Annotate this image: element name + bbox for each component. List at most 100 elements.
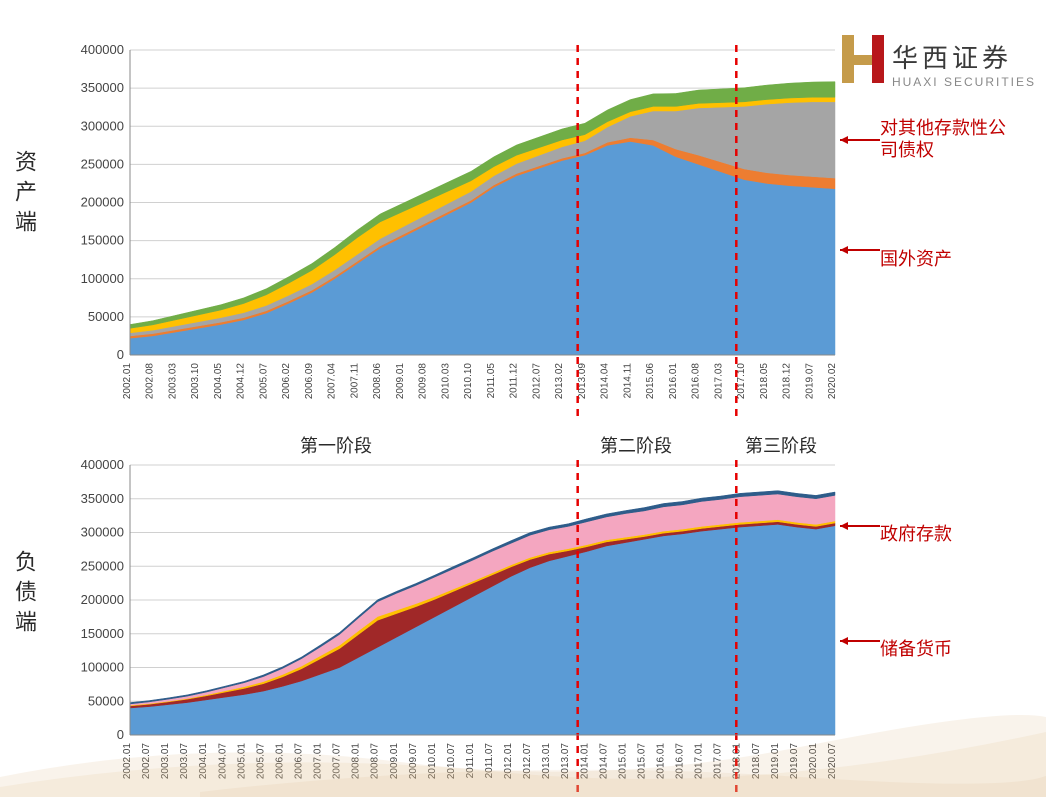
svg-text:2003.10: 2003.10 [190, 363, 201, 400]
svg-text:2009.01: 2009.01 [389, 743, 400, 780]
top-chart: 0 50000 100000 150000 200000 250000 300000 3500… [70, 40, 840, 425]
svg-text:300000: 300000 [81, 118, 124, 133]
svg-text:400000: 400000 [81, 42, 124, 57]
svg-text:2013.09: 2013.09 [577, 363, 588, 400]
svg-text:0: 0 [117, 727, 124, 742]
svg-text:2007.11: 2007.11 [349, 363, 360, 399]
svg-text:2010.03: 2010.03 [440, 363, 451, 400]
svg-text:2020.07: 2020.07 [827, 743, 838, 780]
svg-text:350000: 350000 [81, 491, 124, 506]
svg-text:2018.05: 2018.05 [759, 363, 770, 400]
brand-logo: 华西证券 HUAXI SECURITIES [842, 35, 1036, 92]
svg-text:2004.07: 2004.07 [217, 743, 228, 780]
svg-text:2006.07: 2006.07 [293, 743, 304, 780]
svg-text:200000: 200000 [81, 195, 124, 210]
svg-text:300000: 300000 [81, 525, 124, 540]
svg-text:2007.01: 2007.01 [313, 743, 324, 780]
svg-text:2002.08: 2002.08 [145, 363, 156, 400]
annotation-foreign: 国外资产 [880, 245, 952, 271]
top-chart-y-label: 资产端 [8, 150, 40, 240]
svg-text:2005.07: 2005.07 [258, 363, 269, 400]
svg-text:2011.05: 2011.05 [486, 363, 497, 399]
svg-text:2005.01: 2005.01 [236, 743, 247, 780]
svg-text:2003.01: 2003.01 [160, 743, 171, 780]
svg-text:350000: 350000 [81, 80, 124, 95]
svg-text:2012.07: 2012.07 [522, 743, 533, 780]
annotation-depository: 对其他存款性公司债权 [880, 118, 1020, 161]
svg-text:100000: 100000 [81, 660, 124, 675]
bottom-chart: 0 50000 100000 150000 200000 250000 300000 3500… [70, 455, 840, 800]
svg-text:2006.09: 2006.09 [304, 363, 315, 400]
svg-text:2018.07: 2018.07 [751, 743, 762, 780]
svg-text:2011.12: 2011.12 [509, 363, 520, 399]
bottom-chart-y-label: 负债端 [8, 550, 40, 640]
svg-text:2007.04: 2007.04 [327, 363, 338, 400]
svg-text:2017.01: 2017.01 [694, 743, 705, 780]
svg-text:2002.01: 2002.01 [122, 363, 133, 400]
svg-text:2017.07: 2017.07 [713, 743, 724, 780]
svg-text:2009.08: 2009.08 [418, 363, 429, 400]
svg-text:2003.03: 2003.03 [167, 363, 178, 400]
svg-text:100000: 100000 [81, 271, 124, 286]
svg-text:2015.01: 2015.01 [617, 743, 628, 780]
svg-text:2004.01: 2004.01 [198, 743, 209, 780]
svg-text:2006.01: 2006.01 [274, 743, 285, 780]
arrow-reserve-icon [832, 631, 882, 651]
arrow-gov-icon [832, 516, 882, 536]
svg-text:2014.04: 2014.04 [600, 363, 611, 400]
svg-text:2019.01: 2019.01 [770, 743, 781, 780]
svg-text:2016.01: 2016.01 [668, 363, 679, 400]
svg-text:50000: 50000 [88, 693, 124, 708]
svg-text:150000: 150000 [81, 626, 124, 641]
svg-text:2017.10: 2017.10 [736, 363, 747, 400]
svg-text:2002.07: 2002.07 [141, 743, 152, 780]
svg-text:2011.01: 2011.01 [465, 743, 476, 779]
svg-text:2014.11: 2014.11 [622, 363, 633, 399]
svg-text:2004.05: 2004.05 [213, 363, 224, 400]
svg-text:2013.07: 2013.07 [560, 743, 571, 780]
svg-text:2006.02: 2006.02 [281, 363, 292, 400]
svg-text:2002.01: 2002.01 [122, 743, 133, 780]
svg-text:2008.07: 2008.07 [370, 743, 381, 780]
svg-text:2007.07: 2007.07 [332, 743, 343, 780]
svg-text:2013.02: 2013.02 [554, 363, 565, 400]
arrow-foreign-icon [832, 240, 882, 260]
svg-text:200000: 200000 [81, 592, 124, 607]
svg-text:2005.07: 2005.07 [255, 743, 266, 780]
svg-text:2011.07: 2011.07 [484, 743, 495, 779]
svg-text:2016.07: 2016.07 [675, 743, 686, 780]
logo-english: HUAXI SECURITIES [892, 75, 1036, 89]
svg-text:2016.01: 2016.01 [656, 743, 667, 780]
svg-text:2010.10: 2010.10 [463, 363, 474, 400]
svg-text:400000: 400000 [81, 457, 124, 472]
svg-text:2012.07: 2012.07 [531, 363, 542, 400]
svg-text:2010.07: 2010.07 [446, 743, 457, 780]
svg-text:2010.01: 2010.01 [427, 743, 438, 780]
svg-text:2019.07: 2019.07 [804, 363, 815, 400]
svg-text:250000: 250000 [81, 558, 124, 573]
svg-text:2014.01: 2014.01 [579, 743, 590, 780]
svg-text:2008.01: 2008.01 [351, 743, 362, 780]
annotation-reserve: 储备货币 [880, 635, 952, 661]
svg-text:2019.07: 2019.07 [789, 743, 800, 780]
svg-text:2017.03: 2017.03 [713, 363, 724, 400]
logo-chinese: 华西证券 [892, 38, 1036, 75]
svg-text:2013.01: 2013.01 [541, 743, 552, 780]
logo-h-icon [842, 35, 884, 92]
svg-text:2009.01: 2009.01 [395, 363, 406, 400]
svg-text:0: 0 [117, 347, 124, 362]
svg-text:2020.01: 2020.01 [808, 743, 819, 780]
svg-text:250000: 250000 [81, 156, 124, 171]
arrow-depository-icon [832, 120, 882, 160]
svg-text:2018.12: 2018.12 [782, 363, 793, 400]
svg-text:2015.07: 2015.07 [636, 743, 647, 780]
svg-text:2012.01: 2012.01 [503, 743, 514, 780]
svg-text:150000: 150000 [81, 233, 124, 248]
svg-text:2004.12: 2004.12 [236, 363, 247, 400]
svg-text:2016.08: 2016.08 [691, 363, 702, 400]
annotation-gov: 政府存款 [880, 520, 952, 546]
svg-text:2015.06: 2015.06 [645, 363, 656, 400]
svg-text:50000: 50000 [88, 309, 124, 324]
svg-text:2014.07: 2014.07 [598, 743, 609, 780]
svg-text:2020.02: 2020.02 [827, 363, 838, 400]
